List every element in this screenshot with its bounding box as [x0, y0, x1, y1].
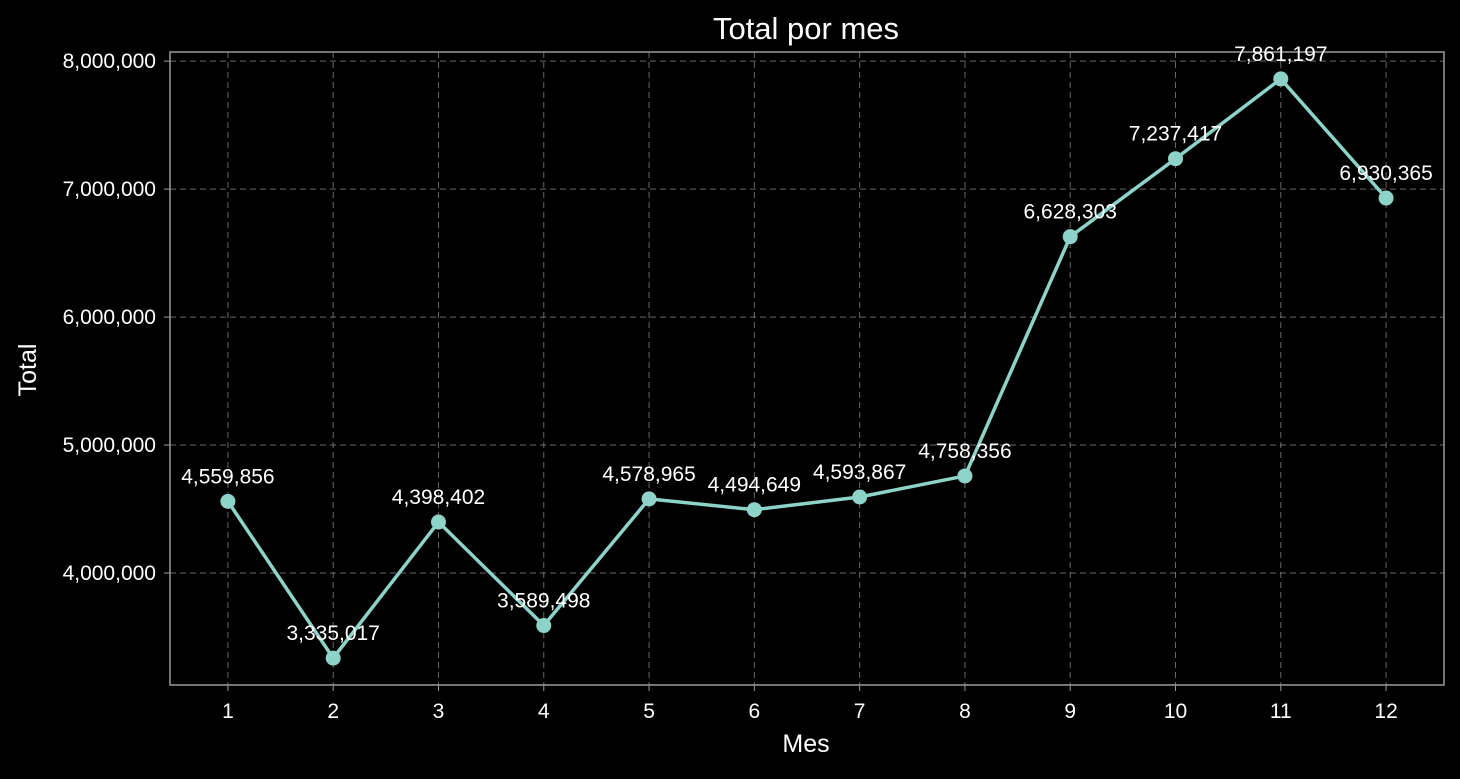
grid-layer — [170, 52, 1444, 685]
data-point — [430, 514, 446, 530]
data-point — [1168, 151, 1184, 167]
data-label: 3,589,498 — [497, 590, 590, 613]
data-label: 4,494,649 — [708, 474, 801, 497]
x-tick-label: 6 — [749, 700, 761, 723]
data-point — [957, 468, 973, 484]
chart-title: Total por mes — [713, 11, 899, 46]
y-axis-ticks: 4,000,000 5,000,000 6,000,000 7,000,000 8,00… — [63, 50, 170, 585]
x-tick-label: 1 — [222, 700, 234, 723]
x-tick-label: 9 — [1064, 700, 1076, 723]
data-point — [852, 489, 868, 505]
x-axis-label: Mes — [782, 730, 829, 758]
y-tick-label: 6,000,000 — [63, 306, 156, 329]
x-tick-label: 2 — [327, 700, 339, 723]
data-label: 4,758,356 — [918, 440, 1011, 463]
y-tick-label: 5,000,000 — [63, 434, 156, 457]
y-tick-label: 4,000,000 — [63, 562, 156, 585]
data-label: 4,559,856 — [181, 465, 274, 488]
data-label-layer: 4,559,856 3,335,017 4,398,402 3,589,498 4,57… — [181, 43, 1433, 645]
data-label: 7,237,417 — [1129, 123, 1222, 146]
x-tick-label: 12 — [1374, 700, 1397, 723]
plot-frame — [169, 51, 1445, 686]
x-tick-label: 8 — [959, 700, 971, 723]
data-label: 6,628,303 — [1024, 201, 1117, 224]
data-label: 4,593,867 — [813, 461, 906, 484]
y-tick-label: 7,000,000 — [63, 178, 156, 201]
x-tick-label: 7 — [854, 700, 866, 723]
x-tick-label: 11 — [1270, 700, 1292, 723]
data-label: 4,398,402 — [392, 486, 485, 509]
y-axis-label: Total — [14, 344, 42, 397]
x-tick-label: 3 — [433, 700, 445, 723]
data-point — [536, 618, 552, 634]
plot-area-border — [169, 51, 1445, 686]
data-label: 4,578,965 — [602, 463, 695, 486]
data-point — [1378, 190, 1394, 206]
data-point — [641, 491, 657, 507]
x-tick-label: 4 — [538, 700, 550, 723]
y-tick-label: 8,000,000 — [63, 50, 156, 73]
data-point — [1062, 229, 1078, 245]
x-tick-label: 5 — [643, 700, 655, 723]
data-label: 3,335,017 — [286, 622, 379, 645]
data-label: 7,861,197 — [1234, 43, 1327, 66]
series-layer — [220, 71, 1394, 666]
x-axis-ticks: 1 2 3 4 5 6 7 8 9 10 11 12 — [222, 685, 1398, 723]
data-point — [746, 502, 762, 518]
data-point — [220, 493, 236, 509]
data-point — [325, 650, 341, 666]
series-line — [226, 77, 1388, 660]
x-tick-label: 10 — [1164, 700, 1187, 723]
data-point — [1273, 71, 1289, 87]
data-label: 6,930,365 — [1339, 162, 1432, 185]
